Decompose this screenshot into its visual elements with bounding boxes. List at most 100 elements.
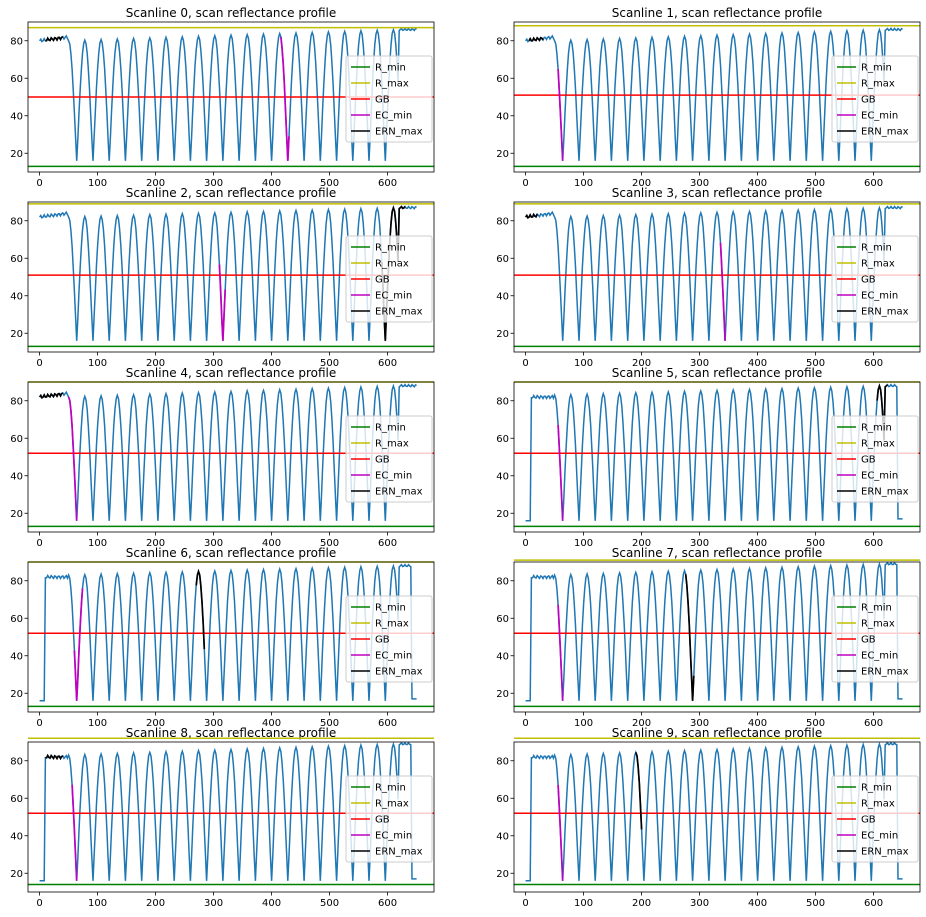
plot-frame (27, 21, 435, 173)
legend-label: EC_min (375, 471, 412, 482)
legend-label: EC_min (375, 651, 412, 662)
chart-panel-7: Scanline 7, scan reflectance profile 0 100… (496, 546, 921, 729)
legend-label: ERN_max (861, 847, 909, 858)
legend: R_min R_max GB EC_min ERN_max (831, 415, 919, 503)
x-tick-label: 400 (262, 718, 281, 729)
x-tick-label: 500 (320, 898, 339, 909)
y-tick-label: 80 (496, 396, 509, 407)
series-segment-ern-max (195, 568, 206, 650)
x-tick-label: 200 (146, 718, 165, 729)
y-tick-label: 40 (10, 831, 23, 842)
legend-box (831, 775, 919, 863)
legend-label: R_min (861, 63, 892, 74)
legend-label: EC_min (861, 651, 898, 662)
legend-label: ERN_max (375, 127, 423, 138)
y-tick-label: 20 (10, 509, 23, 520)
plot-frame (27, 741, 435, 893)
y-tick-label: 60 (10, 434, 23, 445)
chart-panel-4: Scanline 4, scan reflectance profile 0 100… (10, 366, 435, 549)
y-tick-label: 40 (10, 291, 23, 302)
x-tick-label: 300 (690, 178, 709, 189)
x-tick-label: 400 (748, 718, 767, 729)
x-tick-label: 0 (36, 898, 42, 909)
x-tick-label: 200 (632, 898, 651, 909)
legend-label: R_max (861, 799, 895, 810)
y-tick-label: 40 (496, 471, 509, 482)
plot-frame (513, 201, 921, 353)
x-tick-label: 600 (378, 538, 397, 549)
legend-label: R_min (861, 243, 892, 254)
x-tick-label: 600 (378, 178, 397, 189)
series-segment-ern-max (45, 753, 64, 761)
x-tick-label: 200 (146, 178, 165, 189)
series-segment-ern-max (634, 752, 643, 830)
legend-label: R_min (375, 783, 406, 794)
legend-label: R_max (375, 619, 409, 630)
x-tick-label: 300 (204, 358, 223, 369)
x-tick-label: 0 (36, 358, 42, 369)
x-tick-label: 100 (88, 178, 107, 189)
plot-frame (513, 381, 921, 533)
series-segment-ern-max (528, 36, 544, 42)
x-tick-label: 200 (632, 178, 651, 189)
chart-panel-0: Scanline 0, scan reflectance profile 0 100… (10, 6, 435, 189)
legend-label: R_min (375, 603, 406, 614)
x-tick-label: 500 (320, 358, 339, 369)
legend-box (831, 415, 919, 503)
y-tick-label: 40 (496, 111, 509, 122)
x-tick-label: 200 (632, 718, 651, 729)
y-tick-label: 20 (10, 149, 23, 160)
chart-title: Scanline 7, scan reflectance profile (612, 546, 823, 560)
x-tick-label: 0 (522, 718, 528, 729)
legend-label: R_max (861, 439, 895, 450)
legend-label: EC_min (861, 291, 898, 302)
legend-label: R_min (375, 243, 406, 254)
chart-title: Scanline 0, scan reflectance profile (126, 6, 337, 20)
x-tick-label: 400 (262, 898, 281, 909)
plot-frame (27, 201, 435, 353)
legend-box (831, 595, 919, 683)
legend-label: GB (375, 455, 390, 466)
series-segment-ec-min (557, 784, 564, 881)
legend-label: ERN_max (861, 127, 909, 138)
y-tick-label: 20 (496, 149, 509, 160)
y-tick-label: 60 (496, 794, 509, 805)
x-tick-label: 300 (690, 718, 709, 729)
x-tick-label: 400 (262, 538, 281, 549)
x-tick-label: 600 (378, 718, 397, 729)
legend-label: GB (861, 275, 876, 286)
legend-label: GB (375, 95, 390, 106)
legend-label: EC_min (861, 471, 898, 482)
y-tick-label: 80 (496, 576, 509, 587)
chart-title: Scanline 3, scan reflectance profile (612, 186, 823, 200)
x-tick-label: 500 (320, 538, 339, 549)
y-tick-label: 80 (496, 756, 509, 767)
series-segment-ern-max (684, 574, 695, 701)
legend-label: ERN_max (375, 487, 423, 498)
x-tick-label: 600 (864, 538, 883, 549)
x-tick-label: 0 (522, 538, 528, 549)
x-tick-label: 500 (806, 538, 825, 549)
x-tick-label: 300 (204, 538, 223, 549)
x-tick-label: 300 (690, 538, 709, 549)
legend-label: R_min (861, 783, 892, 794)
series-segment-ec-min (218, 264, 227, 341)
legend-label: GB (861, 95, 876, 106)
y-tick-label: 80 (10, 756, 23, 767)
y-tick-label: 40 (496, 831, 509, 842)
y-tick-label: 20 (496, 869, 509, 880)
series-segment-ec-min (67, 396, 78, 521)
plot-frame (513, 741, 921, 893)
y-tick-label: 80 (10, 216, 23, 227)
y-tick-label: 60 (496, 434, 509, 445)
x-tick-label: 300 (204, 178, 223, 189)
chart-panel-2: Scanline 2, scan reflectance profile 0 100… (10, 186, 435, 369)
y-tick-label: 20 (496, 509, 509, 520)
x-tick-label: 0 (522, 898, 528, 909)
legend-label: EC_min (375, 831, 412, 842)
chart-panel-8: Scanline 8, scan reflectance profile 0 100… (10, 726, 435, 909)
plot-frame (27, 561, 435, 713)
legend-label: GB (861, 635, 876, 646)
x-tick-label: 600 (864, 898, 883, 909)
